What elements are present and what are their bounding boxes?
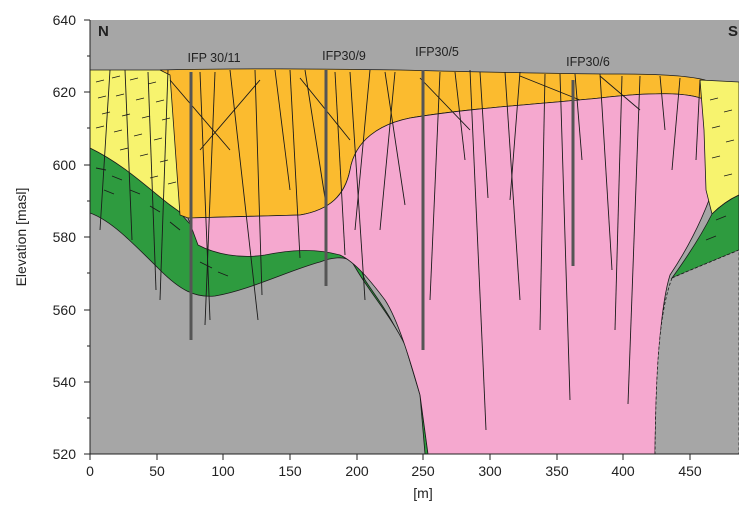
intrusion-body bbox=[187, 93, 717, 454]
fracture-traces bbox=[99, 69, 701, 431]
well-label-ifp-30-11: IFP 30/11 bbox=[187, 51, 240, 65]
y-tick-label: 540 bbox=[53, 374, 77, 390]
x-tick-label: 100 bbox=[211, 463, 235, 479]
x-tick-label: 0 bbox=[86, 463, 94, 479]
axes bbox=[84, 19, 739, 460]
well-label-ifp30-5: IFP30/5 bbox=[415, 45, 459, 59]
green-unit-hatching bbox=[95, 167, 727, 277]
plot-area bbox=[90, 20, 739, 454]
x-tick-label: 350 bbox=[545, 463, 569, 479]
x-axis-title: [m] bbox=[413, 485, 432, 501]
x-tick-label: 50 bbox=[149, 463, 165, 479]
y-tick-labels: 640 620 600 580 560 540 520 bbox=[53, 12, 77, 462]
x-tick-label: 300 bbox=[478, 463, 502, 479]
x-tick-label: 450 bbox=[678, 463, 702, 479]
sediment-hatching bbox=[95, 75, 735, 185]
bedrock-upper-surface bbox=[90, 212, 426, 454]
x-tick-label: 200 bbox=[345, 463, 369, 479]
north-label: N bbox=[98, 23, 109, 40]
y-tick-label: 560 bbox=[53, 302, 77, 318]
south-label: S bbox=[728, 23, 738, 40]
well-label-ifp30-9: IFP30/9 bbox=[322, 49, 366, 63]
x-tick-label: 150 bbox=[278, 463, 302, 479]
y-tick-label: 600 bbox=[53, 157, 77, 173]
x-tick-label: 250 bbox=[411, 463, 435, 479]
y-tick-label: 520 bbox=[53, 446, 77, 462]
y-tick-label: 620 bbox=[53, 84, 77, 100]
bedrock-right bbox=[654, 249, 739, 454]
wells bbox=[189, 70, 575, 350]
x-tick-labels: 0 50 100 150 200 250 300 350 400 450 bbox=[86, 463, 702, 479]
y-tick-label: 640 bbox=[53, 12, 77, 28]
x-tick-label: 400 bbox=[611, 463, 635, 479]
y-tick-label: 580 bbox=[53, 229, 77, 245]
y-axis-title: Elevation [masl] bbox=[13, 188, 29, 287]
well-label-ifp30-6: IFP30/6 bbox=[566, 55, 610, 69]
